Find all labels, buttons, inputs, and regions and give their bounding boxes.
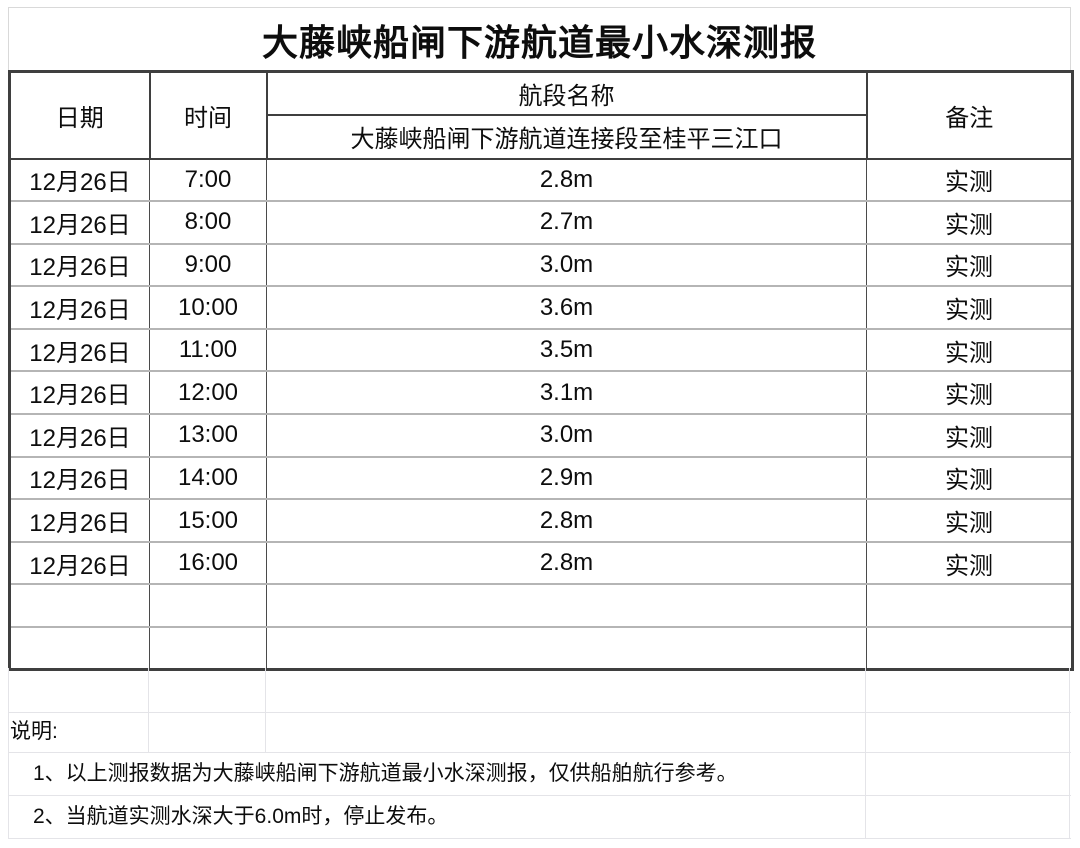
depth-table: 日期 时间 航段名称 备注 大藤峡船闸下游航道连接段至桂平三江口 12月26日 … xyxy=(8,70,1074,672)
cell-time xyxy=(149,626,267,671)
cell-time: 8:00 xyxy=(149,200,267,245)
table-row: 12月26日 7:00 2.8m 实测 xyxy=(9,157,1073,203)
cell-date: 12月26日 xyxy=(9,540,150,586)
cell-date: 12月26日 xyxy=(9,413,150,458)
table-row xyxy=(9,583,1073,629)
table-row: 12月26日 8:00 2.7m 实测 xyxy=(9,200,1073,245)
header-time: 时间 xyxy=(148,70,268,160)
cell-time xyxy=(149,583,267,629)
cell-depth: 2.8m xyxy=(266,540,867,586)
cell-remark: 实测 xyxy=(866,413,1073,458)
cell-depth: 2.8m xyxy=(266,498,867,543)
grid-line xyxy=(1069,668,1070,838)
table-row: 12月26日 12:00 3.1m 实测 xyxy=(9,370,1073,416)
note-item-1: 1、以上测报数据为大藤峡船闸下游航道最小水深测报，仅供船舶航行参考。 xyxy=(33,762,738,785)
cell-time: 10:00 xyxy=(149,285,267,330)
cell-depth xyxy=(266,583,867,629)
cell-date: 12月26日 xyxy=(9,200,150,245)
cell-remark: 实测 xyxy=(866,200,1073,245)
depth-table-body: 12月26日 7:00 2.8m 实测 12月26日 8:00 2.7m 实测 … xyxy=(9,157,1073,671)
cell-time: 15:00 xyxy=(149,498,267,543)
cell-depth: 3.1m xyxy=(266,370,867,416)
cell-date: 12月26日 xyxy=(9,370,150,416)
cell-depth: 3.0m xyxy=(266,413,867,458)
cell-remark: 实测 xyxy=(866,498,1073,543)
notes-label: 说明: xyxy=(10,720,58,743)
table-row: 12月26日 15:00 2.8m 实测 xyxy=(9,498,1073,543)
header-remark: 备注 xyxy=(865,70,1074,160)
grid-line xyxy=(8,838,1071,839)
cell-date: 12月26日 xyxy=(9,242,150,288)
table-row: 12月26日 13:00 3.0m 实测 xyxy=(9,413,1073,458)
cell-date xyxy=(9,583,150,629)
cell-remark: 实测 xyxy=(866,455,1073,501)
cell-date: 12月26日 xyxy=(9,327,150,373)
cell-time: 14:00 xyxy=(149,455,267,501)
cell-time: 7:00 xyxy=(149,157,267,203)
table-row: 12月26日 11:00 3.5m 实测 xyxy=(9,327,1073,373)
grid-line xyxy=(8,795,1071,796)
table-row: 12月26日 14:00 2.9m 实测 xyxy=(9,455,1073,501)
cell-remark: 实测 xyxy=(866,540,1073,586)
grid-line xyxy=(148,668,149,752)
cell-depth: 2.9m xyxy=(266,455,867,501)
header-date: 日期 xyxy=(8,70,151,160)
grid-line xyxy=(865,668,866,838)
cell-remark xyxy=(866,583,1073,629)
note-item-2: 2、当航道实测水深大于6.0m时，停止发布。 xyxy=(33,805,449,828)
cell-time: 16:00 xyxy=(149,540,267,586)
cell-remark: 实测 xyxy=(866,285,1073,330)
table-row: 12月26日 10:00 3.6m 实测 xyxy=(9,285,1073,330)
cell-date: 12月26日 xyxy=(9,157,150,203)
grid-line xyxy=(265,668,266,752)
cell-time: 11:00 xyxy=(149,327,267,373)
cell-depth: 3.0m xyxy=(266,242,867,288)
grid-line xyxy=(8,712,1071,713)
grid-line xyxy=(8,752,1071,753)
cell-depth: 2.8m xyxy=(266,157,867,203)
table-row: 12月26日 9:00 3.0m 实测 xyxy=(9,242,1073,288)
cell-date: 12月26日 xyxy=(9,498,150,543)
cell-time: 9:00 xyxy=(149,242,267,288)
header-segment-name: 大藤峡船闸下游航道连接段至桂平三江口 xyxy=(265,113,868,160)
cell-date xyxy=(9,626,150,671)
header-segment-group: 航段名称 xyxy=(265,70,868,116)
cell-remark: 实测 xyxy=(866,242,1073,288)
cell-depth xyxy=(266,626,867,671)
table-row: 12月26日 16:00 2.8m 实测 xyxy=(9,540,1073,586)
depth-table-header: 日期 时间 航段名称 备注 大藤峡船闸下游航道连接段至桂平三江口 xyxy=(8,70,1074,160)
cell-remark: 实测 xyxy=(866,157,1073,203)
cell-depth: 2.7m xyxy=(266,200,867,245)
table-row xyxy=(9,626,1073,671)
cell-depth: 3.6m xyxy=(266,285,867,330)
cell-depth: 3.5m xyxy=(266,327,867,373)
grid-line xyxy=(8,668,9,838)
cell-date: 12月26日 xyxy=(9,285,150,330)
cell-time: 13:00 xyxy=(149,413,267,458)
cell-remark xyxy=(866,626,1073,671)
cell-date: 12月26日 xyxy=(9,455,150,501)
cell-time: 12:00 xyxy=(149,370,267,416)
cell-remark: 实测 xyxy=(866,370,1073,416)
report-title: 大藤峡船闸下游航道最小水深测报 xyxy=(8,7,1071,71)
cell-remark: 实测 xyxy=(866,327,1073,373)
